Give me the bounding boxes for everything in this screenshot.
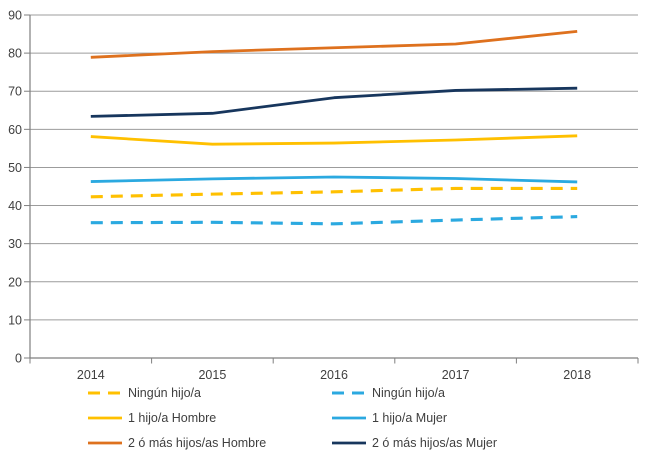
ytick-label-50: 50 bbox=[8, 161, 22, 175]
xtick-label-2016: 2016 bbox=[320, 368, 348, 382]
xtick-label-2017: 2017 bbox=[442, 368, 470, 382]
ytick-label-0: 0 bbox=[15, 352, 22, 366]
legend-label: 1 hijo/a Mujer bbox=[372, 411, 448, 425]
series-line-3-ning-n-hijo-a bbox=[90, 215, 578, 226]
ytick-label-90: 90 bbox=[8, 9, 22, 23]
legend-item-hombre-2: 2 ó más hijos/as Hombre bbox=[88, 435, 266, 451]
legend-item-mujer-0: Ningún hijo/a bbox=[332, 385, 445, 401]
legend-label: 2 ó más hijos/as Mujer bbox=[372, 436, 498, 450]
legend-label: 2 ó más hijos/as Hombre bbox=[128, 436, 267, 450]
series-line-4-1-hijo-a-mujer bbox=[90, 175, 578, 184]
ytick-label-80: 80 bbox=[8, 47, 22, 61]
legend-label: Ningún hijo/a bbox=[372, 386, 445, 400]
solid-line-legend-icon bbox=[332, 416, 366, 420]
ytick-label-30: 30 bbox=[8, 237, 22, 251]
series-line-5-2-m-s-hijos-as-mujer bbox=[90, 86, 578, 118]
legend-item-mujer-1: 1 hijo/a Mujer bbox=[332, 410, 447, 426]
xtick-label-2014: 2014 bbox=[77, 368, 105, 382]
xtick-label-2015: 2015 bbox=[198, 368, 226, 382]
ytick-label-60: 60 bbox=[8, 123, 22, 137]
solid-line-legend-icon bbox=[88, 441, 122, 445]
series-line-0-ning-n-hijo-a bbox=[90, 186, 578, 199]
ytick-label-10: 10 bbox=[8, 313, 22, 327]
series-line-2-2-m-s-hijos-as-hombre bbox=[90, 29, 578, 59]
legend-label: Ningún hijo/a bbox=[128, 386, 201, 400]
legend-item-hombre-0: Ningún hijo/a bbox=[88, 385, 201, 401]
ytick-label-20: 20 bbox=[8, 275, 22, 289]
series-line-1-1-hijo-a-hombre bbox=[90, 134, 578, 146]
dashed-line-legend-icon bbox=[88, 391, 122, 395]
solid-line-legend-icon bbox=[332, 441, 366, 445]
dashed-line-legend-icon bbox=[332, 391, 366, 395]
legend-item-mujer-2: 2 ó más hijos/as Mujer bbox=[332, 435, 497, 451]
solid-line-legend-icon bbox=[88, 416, 122, 420]
ytick-label-40: 40 bbox=[8, 199, 22, 213]
legend-label: 1 hijo/a Hombre bbox=[128, 411, 217, 425]
ytick-label-70: 70 bbox=[8, 85, 22, 99]
xtick-label-2018: 2018 bbox=[563, 368, 591, 382]
legend-item-hombre-1: 1 hijo/a Hombre bbox=[88, 410, 216, 426]
